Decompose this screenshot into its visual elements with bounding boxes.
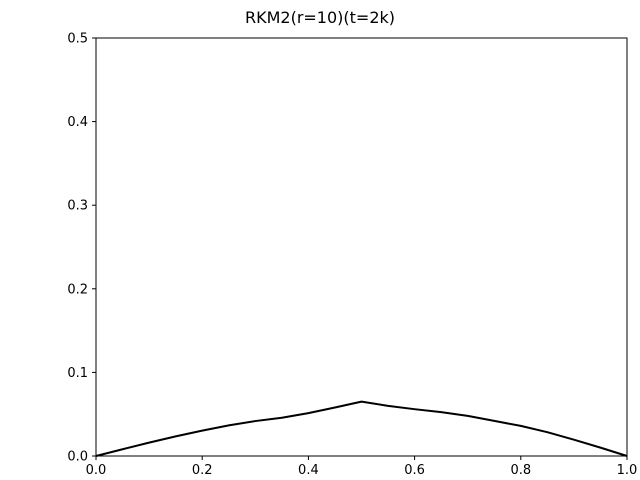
x-tick-label: 0.2 [192, 463, 213, 478]
x-tick-label: 0.6 [404, 463, 425, 478]
y-tick-label: 0.0 [67, 450, 88, 465]
y-tick-label: 0.3 [67, 199, 88, 214]
axis-ticks: 0.0 0.2 0.4 0.6 0.8 1.0 0.0 0.1 0.2 0.3 0.4 0.5 [67, 32, 637, 479]
y-tick-label: 0.5 [67, 32, 88, 47]
chart-title: RKM2(r=10)(t=2k) [245, 8, 395, 27]
series-line-0 [95, 400, 628, 457]
x-tick-label: 0.8 [510, 463, 531, 478]
series-layer [95, 400, 628, 457]
y-tick-label: 0.1 [67, 366, 88, 381]
x-tick-label: 0.0 [86, 463, 107, 478]
x-tick-label: 0.4 [298, 463, 319, 478]
y-tick-label: 0.2 [67, 282, 88, 297]
y-tick-label: 0.4 [67, 115, 88, 130]
plot-frame [95, 37, 628, 457]
x-tick-label: 1.0 [617, 463, 638, 478]
